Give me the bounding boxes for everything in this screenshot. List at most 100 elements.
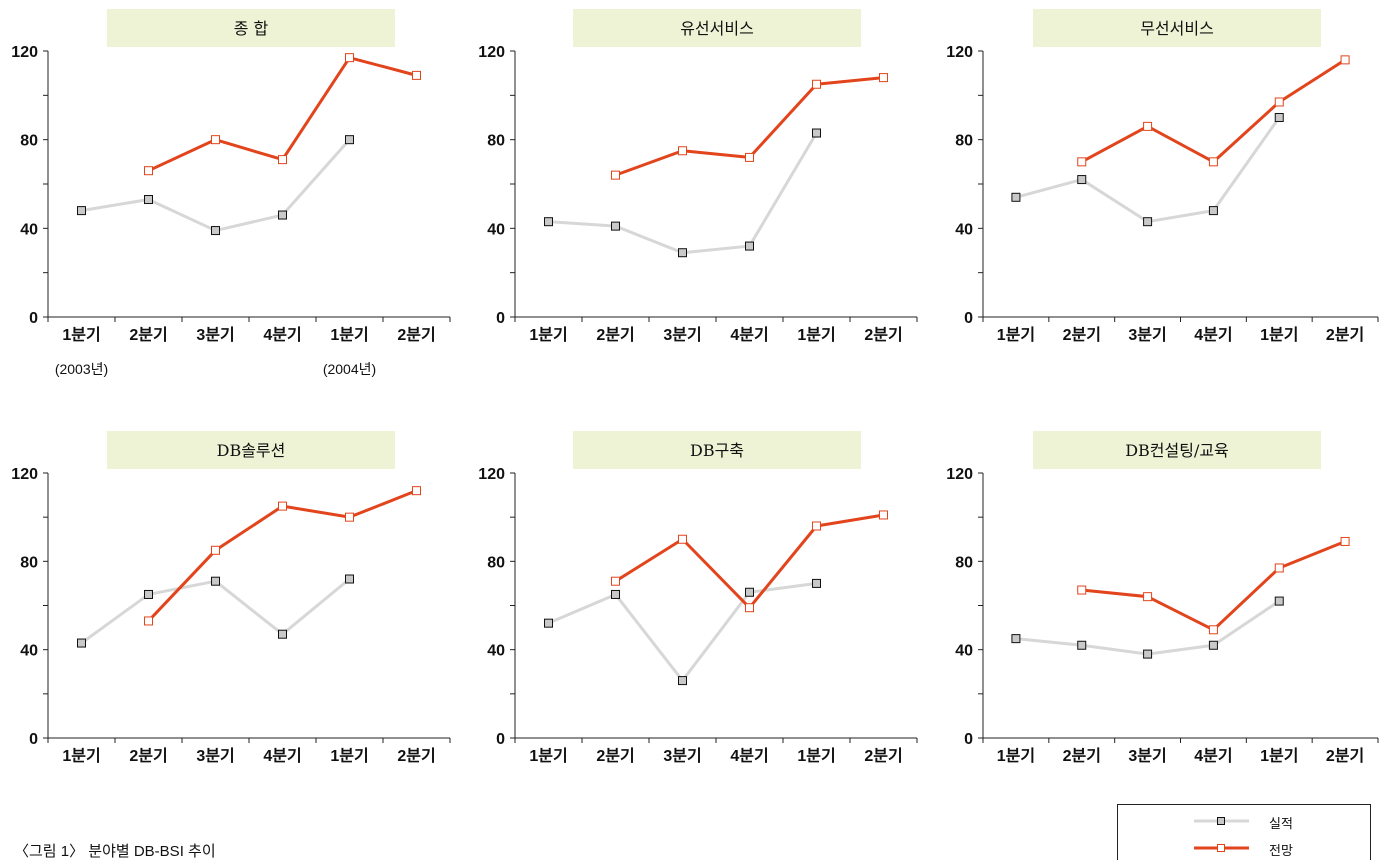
x-tick-label: 3분기 [1128, 747, 1166, 765]
y-tick-label: 120 [478, 466, 505, 483]
chart-title: DB구축 [690, 441, 744, 460]
chart-title: DB솔루션 [217, 441, 286, 460]
data-point-actual [345, 574, 354, 584]
data-point-actual [278, 210, 287, 220]
y-tick-label: 0 [29, 310, 38, 327]
x-tick-label: 2분기 [1326, 326, 1364, 344]
data-point-actual [611, 589, 620, 599]
chart-title-bg [573, 431, 861, 469]
x-tick-label: 1분기 [529, 326, 567, 344]
chart-panel-5: DB구축 0 40 80 120 1분기 2분기 3분기 4분기 1분기 2분기 [478, 431, 918, 765]
y-tick-label: 120 [946, 44, 973, 61]
x-tick-label: 2분기 [1063, 747, 1101, 765]
data-point-forecast [1208, 157, 1218, 167]
data-point-forecast [1077, 157, 1087, 167]
y-tick-label: 80 [20, 133, 38, 150]
chart-title-bg [1033, 9, 1321, 47]
data-point-actual [211, 576, 220, 586]
data-point-forecast [345, 512, 354, 522]
y-tick-label: 80 [955, 554, 973, 571]
chart-title: 종 합 [234, 19, 269, 38]
data-point-actual [278, 629, 287, 639]
data-point-forecast [278, 155, 287, 165]
x-tick-label: 3분기 [196, 747, 234, 765]
data-point-actual [611, 221, 620, 231]
x-tick-label: 1분기 [62, 326, 100, 344]
y-tick-label: 120 [11, 466, 38, 483]
chart-panel-3: 무선서비스 0 40 80 120 1분기 2분기 3분기 4분기 1분기 2분기 [946, 9, 1379, 344]
series-line-actual [1015, 116, 1281, 224]
data-point-forecast [745, 603, 754, 613]
legend-actual-marker [1217, 817, 1225, 825]
x-tick-label: 2분기 [864, 326, 902, 344]
data-point-forecast [678, 146, 687, 156]
data-point-actual [812, 128, 821, 138]
chart-title: 유선서비스 [680, 19, 754, 38]
series-line-actual [547, 581, 817, 683]
chart-title: DB컨설팅/교육 [1125, 441, 1229, 460]
data-point-actual [1274, 596, 1284, 606]
chart-panel-4: DB솔루션 0 40 80 120 1분기 2분기 3분기 4분기 1분기 2분기 [11, 431, 451, 765]
data-point-forecast [1208, 625, 1218, 635]
data-point-forecast [412, 70, 421, 80]
data-point-actual [544, 618, 553, 628]
data-point-actual [144, 195, 153, 205]
x-year-label: (2003년) [55, 361, 108, 377]
figure-caption: 〈그림 1〉 분야별 DB-BSI 추이 [14, 843, 216, 860]
data-point-forecast [278, 501, 287, 511]
series-line-forecast [147, 56, 417, 173]
data-point-forecast [611, 576, 620, 586]
data-point-actual [1011, 192, 1021, 202]
y-tick-label: 120 [11, 44, 38, 61]
chart-title: 무선서비스 [1140, 19, 1214, 38]
x-tick-label: 2분기 [596, 747, 634, 765]
y-tick-label: 40 [955, 643, 973, 660]
data-point-actual [745, 587, 754, 597]
y-tick-label: 80 [20, 554, 38, 571]
x-tick-label: 1분기 [1260, 326, 1298, 344]
data-point-forecast [1340, 55, 1350, 65]
y-tick-label: 120 [478, 44, 505, 61]
chart-panel-2: 유선서비스 0 40 80 120 1분기 2분기 3분기 4분기 1분기 2분기 [478, 9, 918, 344]
x-tick-label: 1분기 [797, 747, 835, 765]
data-point-forecast [812, 79, 821, 89]
x-tick-label: 4분기 [1194, 326, 1232, 344]
data-point-actual [1143, 217, 1153, 227]
data-point-forecast [144, 166, 153, 176]
chart-title-bg [107, 431, 395, 469]
legend-label-forecast: 전망 [1269, 843, 1293, 858]
data-point-forecast [1077, 585, 1087, 595]
data-point-actual [211, 226, 220, 236]
data-point-actual [1208, 206, 1218, 216]
legend-label-actual: 실적 [1269, 816, 1293, 831]
data-point-actual [345, 135, 354, 145]
y-tick-label: 80 [487, 133, 505, 150]
x-tick-label: 2분기 [596, 326, 634, 344]
x-tick-label: 1분기 [529, 747, 567, 765]
data-point-forecast [1143, 121, 1153, 131]
data-point-actual [144, 589, 153, 599]
y-tick-label: 40 [20, 643, 38, 660]
data-point-forecast [611, 170, 620, 180]
y-tick-label: 0 [496, 731, 505, 748]
data-point-forecast [1274, 97, 1284, 107]
x-tick-label: 4분기 [263, 326, 301, 344]
x-tick-label: 2분기 [1063, 326, 1101, 344]
y-tick-label: 0 [964, 310, 973, 327]
data-point-actual [745, 241, 754, 251]
chart-title-bg [107, 9, 395, 47]
y-tick-label: 0 [964, 731, 973, 748]
x-tick-label: 2분기 [397, 747, 435, 765]
series-line-actual [81, 138, 351, 233]
chart-panel-6: DB컨설팅/교육 0 40 80 120 1분기 2분기 3분기 4분기 1분기 2분기 [946, 431, 1379, 765]
y-tick-label: 40 [955, 221, 973, 238]
x-tick-label: 1분기 [62, 747, 100, 765]
data-point-forecast [1340, 536, 1350, 546]
data-point-forecast [1274, 563, 1284, 573]
y-tick-label: 40 [487, 643, 505, 660]
x-tick-label: 4분기 [730, 747, 768, 765]
legend-forecast-marker [1217, 844, 1225, 852]
data-point-forecast [345, 53, 354, 63]
x-tick-label: 2분기 [397, 326, 435, 344]
